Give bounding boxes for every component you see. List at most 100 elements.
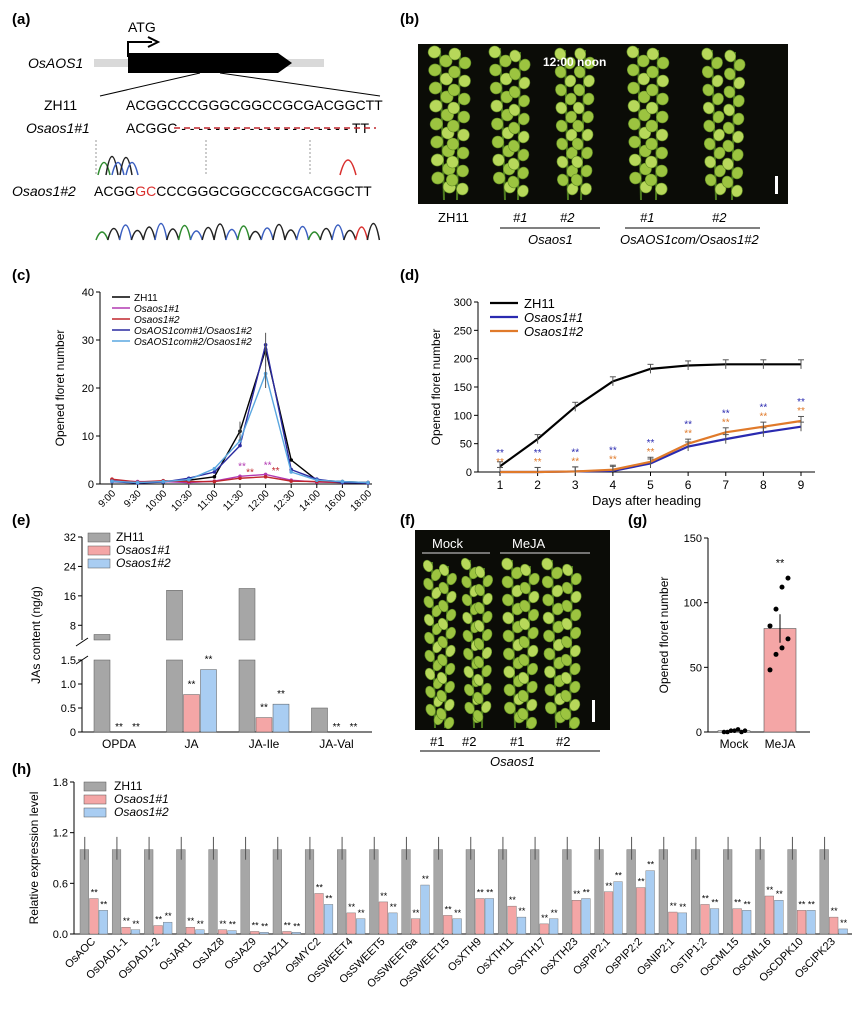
spikelet xyxy=(491,117,504,131)
significance-mark: ** xyxy=(261,921,269,931)
legend-label: Osaos1#1 xyxy=(114,792,169,806)
bar xyxy=(755,849,765,935)
scale-bar xyxy=(592,700,595,722)
bar xyxy=(613,881,623,935)
significance-mark: ** xyxy=(348,902,356,912)
spikelet xyxy=(503,647,515,661)
bar xyxy=(475,898,485,935)
bar xyxy=(79,849,89,935)
significance-mark: ** xyxy=(496,448,504,459)
spikelet xyxy=(518,112,530,126)
significance-mark: ** xyxy=(734,898,742,908)
significance-mark: ** xyxy=(350,722,358,733)
x-tick-label: 2 xyxy=(534,478,541,492)
data-point xyxy=(340,479,345,484)
spikelet xyxy=(445,644,456,658)
legend-label: OsAOS1com#1/Osaos1#2 xyxy=(134,326,252,337)
spikelet xyxy=(438,599,449,613)
data-point xyxy=(779,584,785,590)
legend-label: ZH11 xyxy=(114,779,143,793)
spikelet xyxy=(492,171,506,185)
spikelet xyxy=(626,45,639,59)
chromatogram-1 xyxy=(95,140,357,176)
spikelet xyxy=(458,92,471,106)
data-point xyxy=(735,727,741,732)
group-label: OsAOS1com/Osaos1#2 xyxy=(620,232,759,247)
y-tick-label: 50 xyxy=(690,662,702,674)
panel-a: (a) OsAOS1 ATG ZH11 ACGGCCCGGGCGGCCGCGAC… xyxy=(12,11,383,241)
panel-f-label: (f) xyxy=(400,512,415,529)
significance-mark: ** xyxy=(260,703,268,714)
spikelet xyxy=(704,173,717,187)
spikelet xyxy=(551,584,564,598)
significance-mark: ** xyxy=(571,456,579,467)
bar xyxy=(388,912,398,935)
spikelet xyxy=(561,599,573,613)
chromatogram-peak xyxy=(154,222,168,241)
spikelet xyxy=(561,617,573,631)
line-label: #2 xyxy=(462,734,476,749)
spikelet xyxy=(517,184,529,198)
significance-mark: ** xyxy=(277,689,285,700)
spikelet-photo-content xyxy=(427,45,746,201)
chromatogram-peak xyxy=(225,228,239,241)
spikelet xyxy=(544,701,557,715)
chromatogram-peak xyxy=(236,225,251,241)
bar xyxy=(636,887,646,935)
x-tick-label: 6 xyxy=(685,478,692,492)
data-point xyxy=(732,728,737,734)
panel-h-label: (h) xyxy=(12,761,31,778)
spikelet xyxy=(458,56,472,70)
bar xyxy=(111,849,122,935)
spikelet xyxy=(446,572,457,586)
chromatogram-peak xyxy=(260,227,274,241)
significance-mark: ** xyxy=(776,557,785,569)
chromatogram-peak xyxy=(130,229,145,241)
spikelet xyxy=(561,581,573,595)
data-point xyxy=(110,479,114,483)
x-tick-label: 9:30 xyxy=(122,488,144,510)
spikelet xyxy=(732,130,744,144)
spikelet xyxy=(528,608,540,622)
data-point xyxy=(725,729,730,735)
spikelet xyxy=(518,76,531,90)
zoom-line-right xyxy=(219,72,381,97)
bar xyxy=(291,932,301,935)
spikelet xyxy=(543,647,556,661)
x-tick-label: 8 xyxy=(760,478,767,492)
bar xyxy=(420,884,430,935)
spikelet xyxy=(526,680,538,694)
significance-mark: ** xyxy=(759,403,767,414)
gene-model-cds xyxy=(128,53,292,73)
seq-row-name: ZH11 xyxy=(44,97,77,113)
bar xyxy=(401,849,411,935)
spikelet xyxy=(554,65,567,79)
line-label: #2 xyxy=(712,210,727,225)
x-tick-label: 14:00 xyxy=(297,488,323,514)
spikelet xyxy=(431,568,442,582)
data-point xyxy=(289,479,294,483)
bar xyxy=(153,925,163,935)
spikelet xyxy=(656,110,669,124)
spikelet xyxy=(446,608,457,622)
bar xyxy=(549,918,559,935)
treatment-label: Mock xyxy=(432,536,464,551)
zoom-line-left xyxy=(99,72,201,97)
significance-mark: ** xyxy=(609,446,617,457)
bar xyxy=(516,916,527,935)
spikelet xyxy=(570,608,582,622)
panel-e-label: (e) xyxy=(12,512,30,529)
y-tick-label: 10 xyxy=(82,431,94,443)
spikelet xyxy=(431,171,445,185)
spikelet xyxy=(723,85,736,99)
x-tick-label: JA xyxy=(184,737,198,751)
bar xyxy=(311,707,328,733)
spikelet xyxy=(456,164,469,178)
spikelet xyxy=(627,99,641,113)
spikelet xyxy=(439,54,453,68)
spikelet xyxy=(438,581,449,595)
y-tick-label: 16 xyxy=(64,591,76,603)
y-tick-label: 0.5 xyxy=(61,703,76,715)
spikelet xyxy=(656,92,669,106)
panel-e: (e) 0 0.5 1.0 1.5 8 16 24 32 JAs content (ng/g) *… xyxy=(12,512,372,751)
